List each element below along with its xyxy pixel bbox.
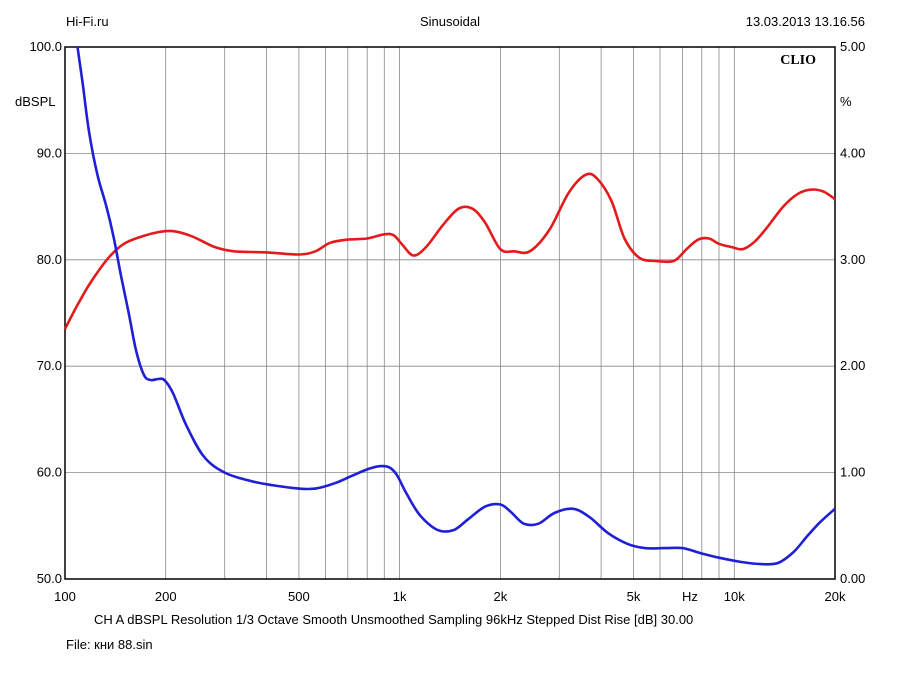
series-lines [63, 46, 836, 566]
right-axis-unit: % [840, 94, 852, 109]
x-tick-label: 10k [724, 589, 745, 604]
y-tick-label-left: 80.0 [37, 252, 62, 267]
x-tick-label: 5k [627, 589, 641, 604]
x-tick-label: 500 [288, 589, 310, 604]
x-axis-unit: Hz [682, 589, 698, 604]
header-measurement-type: Sinusoidal [420, 14, 480, 29]
y-tick-label-left: 60.0 [37, 465, 62, 480]
y-tick-label-left: 50.0 [37, 571, 62, 586]
tick-labels: 100 200 500 1k 2k 5k 10k 20k 100.0 90.0 80.0 70.0 60… [29, 39, 865, 604]
plot-frame [64, 46, 836, 580]
header-brand: Hi-Fi.ru [66, 14, 109, 29]
file-name: File: кни 88.sin [66, 637, 153, 652]
y-tick-label-right: 4.00 [840, 145, 865, 160]
measurement-settings: CH A dBSPL Resolution 1/3 Octave Smooth … [94, 612, 694, 627]
y-tick-label-right: 3.00 [840, 252, 865, 267]
x-tick-label: 1k [393, 589, 407, 604]
header-timestamp: 13.03.2013 13.16.56 [745, 14, 865, 29]
grid [65, 47, 835, 579]
y-tick-label-right: 2.00 [840, 358, 865, 373]
y-tick-label-left: 70.0 [37, 358, 62, 373]
x-tick-label: 2k [494, 589, 508, 604]
series-line-1 [63, 172, 836, 330]
y-tick-label-left: 100.0 [29, 39, 62, 54]
y-tick-label-right: 5.00 [840, 39, 865, 54]
y-tick-label-left: 90.0 [37, 145, 62, 160]
y-tick-label-right: 1.00 [840, 465, 865, 480]
clio-logo: CLIO [780, 53, 816, 68]
x-tick-label: 100 [54, 589, 76, 604]
left-axis-unit: dBSPL [15, 94, 55, 109]
series-line-2 [76, 46, 836, 566]
x-tick-label: 20k [825, 589, 846, 604]
y-tick-label-right: 0.00 [840, 571, 865, 586]
x-tick-label: 200 [155, 589, 177, 604]
